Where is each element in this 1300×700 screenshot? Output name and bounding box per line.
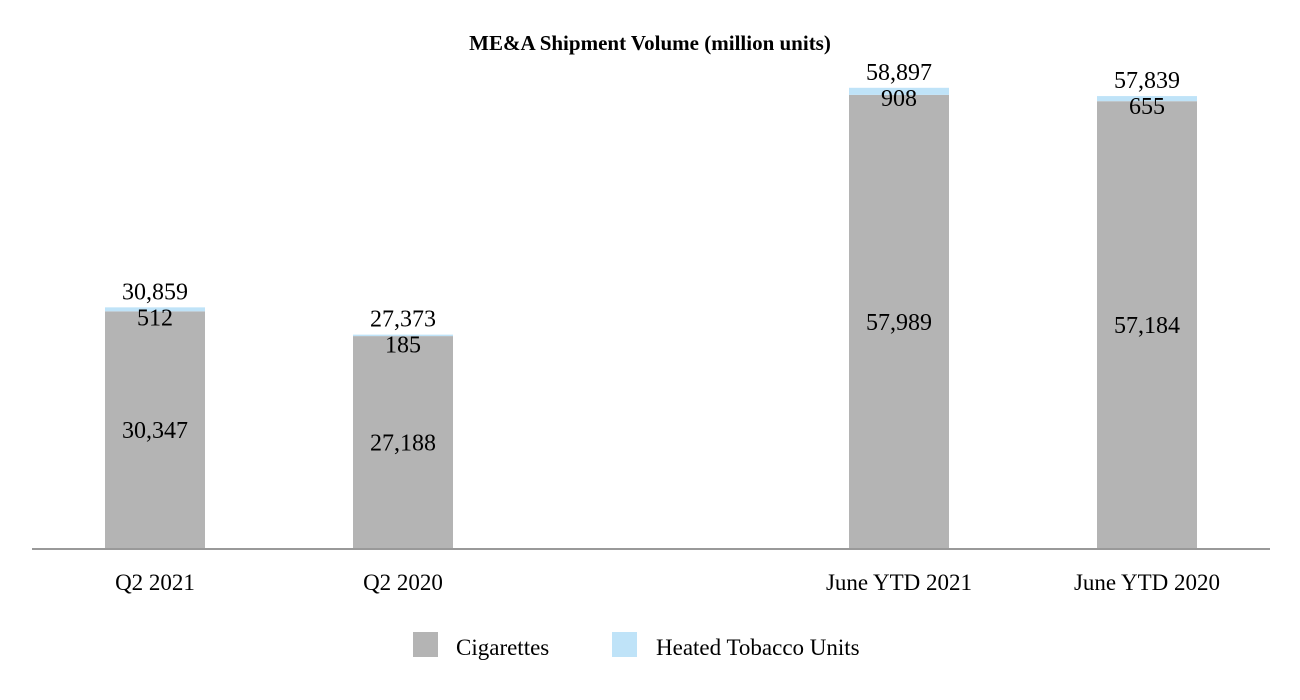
value-label-cigarettes-q2-2020: 27,188 [370, 431, 436, 457]
bars-layer [105, 87, 1197, 549]
total-label-q2-2021: 30,859 [122, 279, 188, 305]
value-label-heated-tobacco-units-june-ytd-2020: 655 [1129, 94, 1165, 120]
legend-label-cigarettes: Cigarettes [456, 635, 549, 660]
value-label-heated-tobacco-units-june-ytd-2021: 908 [881, 86, 917, 112]
bar-heated-tobacco-units-q2-2020 [353, 334, 453, 337]
value-label-heated-tobacco-units-q2-2020: 185 [385, 333, 421, 359]
category-label-june-ytd-2020: June YTD 2020 [1074, 570, 1220, 595]
bar-heated-tobacco-units-q2-2021 [105, 307, 205, 312]
legend-swatch-cigarettes [413, 632, 438, 657]
category-label-q2-2020: Q2 2020 [363, 570, 443, 595]
value-label-cigarettes-q2-2021: 30,347 [122, 418, 188, 444]
bar-cigarettes-june-ytd-2020 [1097, 101, 1197, 549]
value-label-heated-tobacco-units-q2-2021: 512 [137, 305, 173, 331]
bar-heated-tobacco-units-june-ytd-2020 [1097, 96, 1197, 102]
total-label-june-ytd-2021: 58,897 [866, 60, 932, 86]
bar-cigarettes-q2-2021 [105, 311, 205, 549]
legend-swatch-heated-tobacco-units [612, 632, 637, 657]
value-label-cigarettes-june-ytd-2020: 57,184 [1114, 313, 1180, 339]
total-label-june-ytd-2020: 57,839 [1114, 68, 1180, 94]
total-label-q2-2020: 27,373 [370, 307, 436, 333]
value-label-cigarettes-june-ytd-2021: 57,989 [866, 310, 932, 336]
bar-cigarettes-june-ytd-2021 [849, 94, 949, 549]
legend-label-heated-tobacco-units: Heated Tobacco Units [656, 635, 860, 660]
bar-heated-tobacco-units-june-ytd-2021 [849, 87, 949, 95]
legend: Cigarettes Heated Tobacco Units [413, 632, 860, 660]
category-label-june-ytd-2021: June YTD 2021 [826, 570, 972, 595]
bar-cigarettes-q2-2020 [353, 336, 453, 549]
category-label-q2-2021: Q2 2021 [115, 570, 195, 595]
chart-title: ME&A Shipment Volume (million units) [469, 31, 831, 55]
